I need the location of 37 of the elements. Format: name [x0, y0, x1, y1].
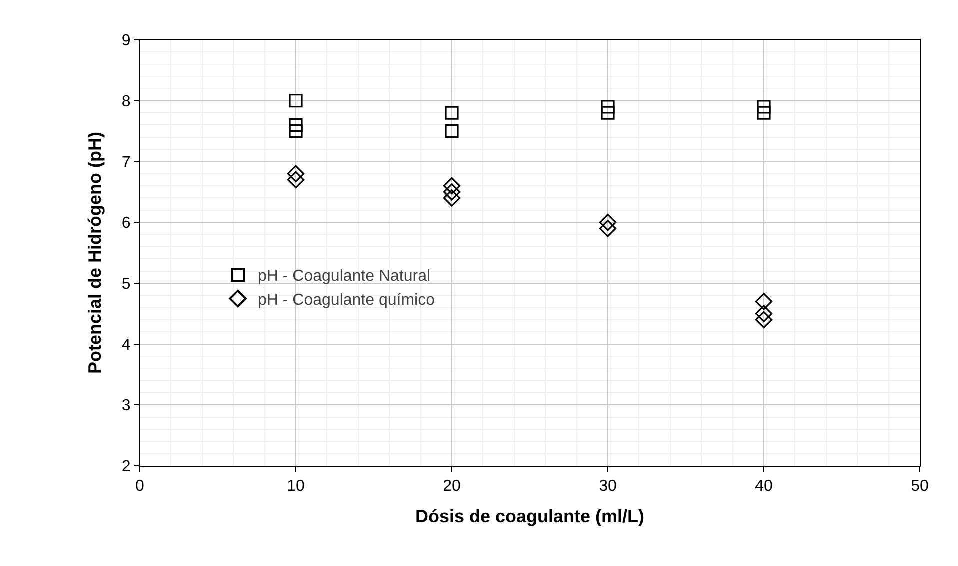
y-tick-label: 2	[122, 458, 131, 476]
point	[287, 165, 305, 182]
x-tick-label: 10	[287, 478, 305, 496]
point	[755, 293, 773, 310]
point	[445, 124, 459, 138]
point	[757, 100, 771, 114]
x-tick-label: 50	[911, 478, 929, 496]
point	[755, 305, 773, 322]
y-tick-label: 9	[122, 32, 131, 50]
point	[445, 106, 459, 120]
point	[289, 118, 303, 132]
y-tick-label: 5	[122, 276, 131, 294]
x-tick-label: 30	[599, 478, 617, 496]
y-tick-label: 7	[122, 154, 131, 172]
point	[287, 171, 305, 189]
point	[443, 177, 461, 195]
y-tick-label: 6	[122, 215, 131, 232]
point	[599, 214, 617, 232]
point	[443, 184, 461, 201]
point	[289, 94, 303, 108]
point	[289, 124, 303, 138]
y-tick-label: 3	[122, 398, 131, 415]
legend-label: pH - Coagulante Natural	[258, 268, 431, 286]
x-axis-title: Dósis de coagulante (ml/L)	[415, 506, 645, 526]
point	[443, 190, 461, 207]
point	[601, 100, 615, 114]
point	[757, 106, 771, 120]
x-tick-label: 0	[136, 478, 145, 496]
y-axis-title: Potencial de Hidrógeno (pH)	[85, 132, 106, 374]
y-tick-label: 8	[122, 93, 131, 110]
point	[755, 311, 773, 329]
y-tick-label: 4	[122, 336, 131, 354]
point	[599, 220, 617, 238]
point	[601, 106, 615, 120]
x-tick-label: 20	[443, 478, 461, 496]
x-tick-label: 40	[755, 478, 773, 496]
legend-label: pH - Coagulante químico	[258, 292, 436, 310]
